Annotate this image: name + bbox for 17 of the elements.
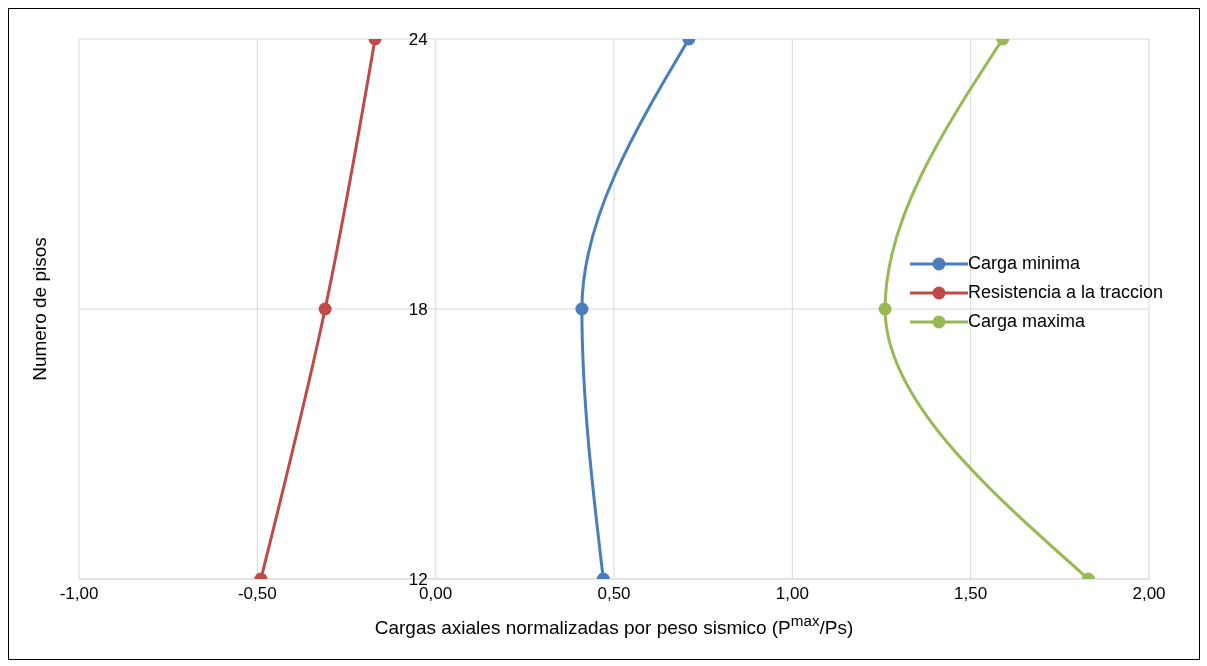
y-tick-label: 18 — [408, 299, 428, 319]
x-tick-label: 1,00 — [775, 584, 809, 604]
x-tick-label: 0,50 — [597, 584, 631, 604]
x-tick-label: 2,00 — [1132, 584, 1166, 604]
legend-label: Carga maxima — [968, 311, 1086, 332]
x-tick-label: 0,00 — [419, 584, 453, 604]
point — [878, 302, 892, 316]
y-tick-label: 24 — [408, 29, 428, 49]
legend-label: Resistencia a la traccion — [968, 282, 1164, 303]
legend-label: Carga minima — [968, 253, 1081, 274]
x-tick-label: -1,00 — [59, 584, 99, 604]
point — [575, 302, 589, 316]
x-tick-label: 1,50 — [954, 584, 988, 604]
point — [318, 302, 332, 316]
x-axis-title: Cargas axiales normalizadas por peso sismico (P$^{max}$/Ps) — [374, 611, 854, 638]
y-axis-title: Numero de pisos — [28, 237, 50, 381]
x-tick-label: -0,50 — [237, 584, 277, 604]
